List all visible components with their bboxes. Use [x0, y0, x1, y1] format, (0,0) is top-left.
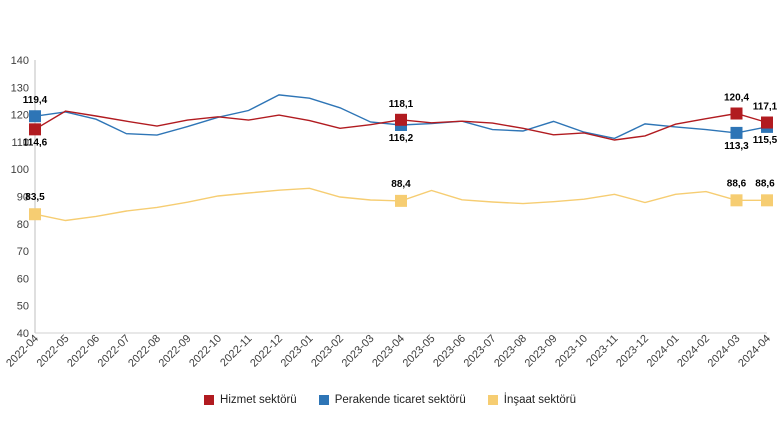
legend-item-insaat: İnşaat sektörü	[487, 394, 576, 406]
x-tick-label: 2023-03	[340, 333, 377, 370]
legend-swatch-perakende	[318, 395, 329, 405]
data-label: 88,4	[391, 179, 411, 190]
legend-label-perakende: Perakende ticaret sektörü	[334, 394, 466, 406]
x-tick-label: 2022-09	[157, 333, 194, 370]
y-tick-label: 60	[17, 273, 29, 285]
legend-label-hizmet: Hizmet sektörü	[220, 394, 297, 406]
legend: Hizmet sektörü Perakende ticaret sektörü…	[0, 394, 780, 406]
x-tick-label: 2023-01	[279, 333, 316, 370]
data-marker	[29, 208, 41, 221]
data-marker	[730, 194, 743, 207]
y-tick-label: 140	[11, 55, 29, 67]
x-tick-label: 2023-12	[614, 333, 651, 370]
legend-swatch-insaat	[487, 395, 498, 405]
y-tick-label: 70	[17, 246, 29, 258]
data-labels: 83,5 88,4 88,6 88,6 119,4 116,2 113,3 115,5 114,…	[23, 93, 778, 204]
data-label: 114,6	[23, 137, 48, 148]
x-tick-label: 2023-09	[523, 333, 560, 370]
x-tick-label: 2022-06	[65, 333, 102, 370]
data-marker	[395, 194, 407, 207]
x-tick-label: 2022-10	[187, 333, 224, 370]
y-tick-label: 40	[17, 328, 29, 340]
data-marker	[761, 194, 773, 207]
x-tick-label: 2022-08	[126, 333, 163, 370]
x-tick-label: 2023-08	[492, 333, 529, 370]
x-tick-label: 2023-04	[370, 333, 407, 370]
legend-label-insaat: İnşaat sektörü	[503, 394, 576, 406]
y-tick-label: 100	[11, 164, 29, 176]
x-tick-label: 2024-04	[736, 333, 773, 370]
x-tick-label: 2022-12	[248, 333, 285, 370]
x-tick-label: 2023-07	[462, 333, 499, 370]
data-marker	[29, 110, 41, 123]
x-tick-label: 2023-10	[553, 333, 590, 370]
data-marker	[29, 123, 41, 136]
y-tick-label: 90	[17, 192, 29, 204]
data-label: 88,6	[755, 178, 775, 189]
legend-item-perakende: Perakende ticaret sektörü	[318, 394, 466, 406]
data-label: 115,5	[753, 135, 778, 146]
x-tick-label: 2023-05	[401, 333, 438, 370]
data-markers	[29, 107, 773, 221]
data-marker	[730, 126, 743, 139]
x-tick-label: 2023-06	[431, 333, 468, 370]
y-tick-label: 80	[17, 219, 29, 231]
data-label: 117,1	[753, 102, 778, 113]
y-tick-label: 120	[11, 110, 29, 122]
data-label: 83,5	[25, 192, 45, 203]
y-tick-label: 50	[17, 301, 29, 313]
y-tick-label: 130	[11, 82, 29, 94]
data-marker	[761, 116, 773, 129]
data-label: 118,1	[389, 99, 414, 110]
data-marker	[730, 107, 743, 120]
x-tick-label: 2022-07	[96, 333, 133, 370]
data-label: 116,2	[389, 133, 414, 144]
x-tick-label: 2022-05	[35, 333, 72, 370]
legend-item-hizmet: Hizmet sektörü	[204, 394, 297, 406]
legend-swatch-hizmet	[204, 395, 215, 405]
data-label: 113,3	[724, 141, 749, 152]
y-tick-label: 110	[11, 137, 29, 149]
x-tick-label: 2024-03	[706, 333, 743, 370]
x-tick-label: 2024-01	[645, 333, 682, 370]
data-label: 119,4	[23, 95, 48, 106]
data-label: 120,4	[724, 93, 749, 104]
data-label: 88,6	[727, 178, 747, 189]
x-tick-label: 2024-02	[675, 333, 712, 370]
data-marker	[395, 113, 407, 126]
x-tick-label: 2023-02	[309, 333, 346, 370]
